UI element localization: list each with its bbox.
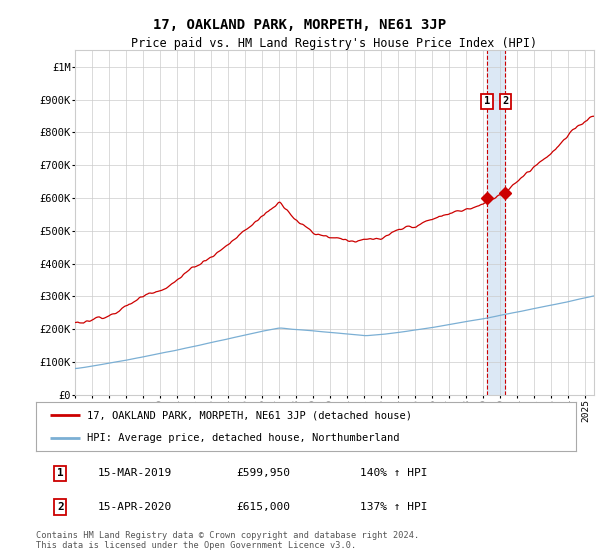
- Text: 17, OAKLAND PARK, MORPETH, NE61 3JP (detached house): 17, OAKLAND PARK, MORPETH, NE61 3JP (det…: [88, 410, 412, 421]
- Text: 1: 1: [484, 96, 490, 106]
- Text: 15-APR-2020: 15-APR-2020: [98, 502, 172, 512]
- Text: 1: 1: [57, 468, 64, 478]
- Text: 17, OAKLAND PARK, MORPETH, NE61 3JP: 17, OAKLAND PARK, MORPETH, NE61 3JP: [154, 18, 446, 32]
- Text: 15-MAR-2019: 15-MAR-2019: [98, 468, 172, 478]
- Text: Contains HM Land Registry data © Crown copyright and database right 2024.
This d: Contains HM Land Registry data © Crown c…: [36, 531, 419, 550]
- Text: 2: 2: [57, 502, 64, 512]
- Text: 137% ↑ HPI: 137% ↑ HPI: [360, 502, 427, 512]
- Text: 140% ↑ HPI: 140% ↑ HPI: [360, 468, 427, 478]
- Text: £615,000: £615,000: [236, 502, 290, 512]
- Text: HPI: Average price, detached house, Northumberland: HPI: Average price, detached house, Nort…: [88, 433, 400, 444]
- Title: Price paid vs. HM Land Registry's House Price Index (HPI): Price paid vs. HM Land Registry's House …: [131, 38, 538, 50]
- Bar: [487, 50, 505, 395]
- Text: £599,950: £599,950: [236, 468, 290, 478]
- Text: 2: 2: [502, 96, 508, 106]
